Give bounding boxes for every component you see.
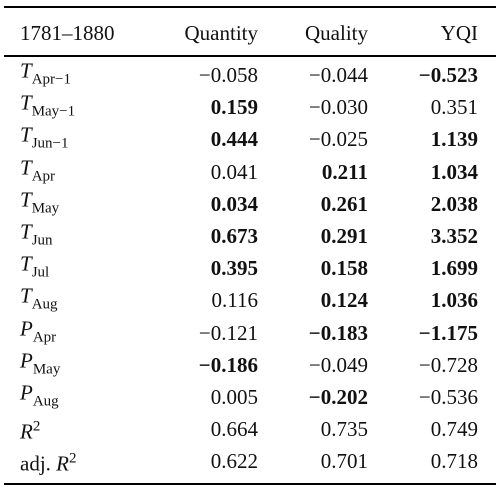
value-cell: −0.183 — [308, 320, 368, 345]
value-cell: 0.673 — [210, 224, 258, 248]
label-symbol: T — [20, 122, 32, 147]
value-cell: −0.030 — [308, 95, 368, 120]
label-symbol: P — [20, 316, 33, 341]
label-subscript: Apr — [32, 329, 57, 346]
value-cell: 0.622 — [210, 449, 258, 474]
value-cell: 3.352 — [430, 224, 478, 248]
value-cell: 0.735 — [320, 417, 368, 442]
row-label: TApr−1 — [20, 59, 71, 92]
value-cell: 2.038 — [430, 191, 478, 216]
header-cell: Quantity — [184, 21, 259, 45]
value-cell: −0.728 — [418, 352, 478, 377]
value-cell: −0.025 — [308, 127, 368, 152]
label-subscript: Apr — [31, 168, 56, 185]
header-cell: YQI — [440, 21, 478, 45]
value-cell: 0.291 — [320, 224, 368, 248]
label-symbol: P — [20, 348, 33, 373]
value-cell: 0.261 — [320, 191, 368, 216]
label-symbol: T — [20, 155, 32, 180]
value-cell: −1.175 — [418, 320, 478, 345]
row-label: TAug — [20, 284, 58, 317]
value-cell: 0.444 — [210, 127, 258, 152]
value-cell: −0.049 — [308, 352, 368, 377]
value-cell: 0.664 — [210, 417, 258, 442]
value-cell: 0.718 — [430, 449, 478, 474]
value-cell: 0.395 — [210, 256, 258, 281]
value-cell: 1.034 — [430, 159, 478, 184]
label-subscript: Apr−1 — [31, 71, 71, 88]
row-label: R2 — [20, 415, 40, 444]
top-rule — [4, 6, 496, 8]
label-symbol: T — [20, 251, 32, 276]
row-label: TMay — [20, 187, 59, 220]
value-cell: 0.034 — [210, 191, 258, 216]
value-cell: 0.005 — [210, 385, 258, 409]
header-rule — [4, 55, 496, 57]
header-cell: Quality — [305, 21, 368, 45]
label-symbol: R — [56, 451, 69, 476]
value-cell: 0.351 — [430, 95, 478, 120]
row-label: TJun−1 — [20, 123, 68, 156]
value-cell: 0.211 — [321, 159, 368, 184]
value-cell: −0.121 — [198, 320, 258, 345]
label-prefix: adj. — [20, 451, 57, 476]
value-cell: 0.158 — [320, 256, 368, 281]
value-cell: −0.523 — [418, 63, 478, 87]
label-subscript: Jun−1 — [31, 135, 69, 152]
value-cell: 0.041 — [210, 159, 258, 184]
value-cell: 1.699 — [430, 256, 478, 281]
value-cell: −0.202 — [308, 385, 368, 409]
value-cell: 0.159 — [210, 95, 258, 120]
label-symbol: R — [20, 419, 33, 444]
row-label: TMay−1 — [20, 91, 75, 124]
label-symbol: T — [20, 90, 32, 115]
label-subscript: May — [31, 200, 60, 217]
value-cell: −0.536 — [418, 385, 478, 409]
value-cell: 0.749 — [430, 417, 478, 442]
label-symbol: T — [20, 283, 32, 308]
value-cell: 0.116 — [211, 288, 258, 313]
row-label: TJul — [20, 252, 49, 285]
header-cell: 1781–1880 — [20, 21, 115, 45]
value-cell: 0.124 — [320, 288, 368, 313]
value-cell: −0.186 — [198, 352, 258, 377]
bottom-rule — [4, 483, 496, 485]
value-cell: 0.701 — [320, 449, 368, 474]
label-subscript: May−1 — [31, 103, 76, 120]
label-superscript: 2 — [68, 450, 77, 467]
row-label: TJun — [20, 220, 53, 253]
label-symbol: T — [20, 58, 32, 83]
label-symbol: P — [20, 380, 33, 405]
label-subscript: Jul — [31, 264, 50, 281]
label-subscript: Aug — [32, 393, 59, 410]
row-label: PMay — [20, 348, 60, 381]
label-superscript: 2 — [32, 418, 41, 435]
row-label: TApr — [20, 155, 55, 188]
row-label: PApr — [20, 316, 56, 349]
row-label: PAug — [20, 381, 59, 414]
value-cell: −0.044 — [308, 63, 368, 87]
value-cell: −0.058 — [198, 63, 258, 87]
label-subscript: Aug — [31, 296, 58, 313]
value-cell: 1.036 — [430, 288, 478, 313]
value-cell: 1.139 — [430, 127, 478, 152]
label-subscript: May — [32, 361, 61, 378]
label-symbol: T — [20, 219, 32, 244]
label-symbol: T — [20, 187, 32, 212]
row-label: adj. R2 — [20, 447, 76, 476]
label-subscript: Jun — [31, 232, 53, 249]
